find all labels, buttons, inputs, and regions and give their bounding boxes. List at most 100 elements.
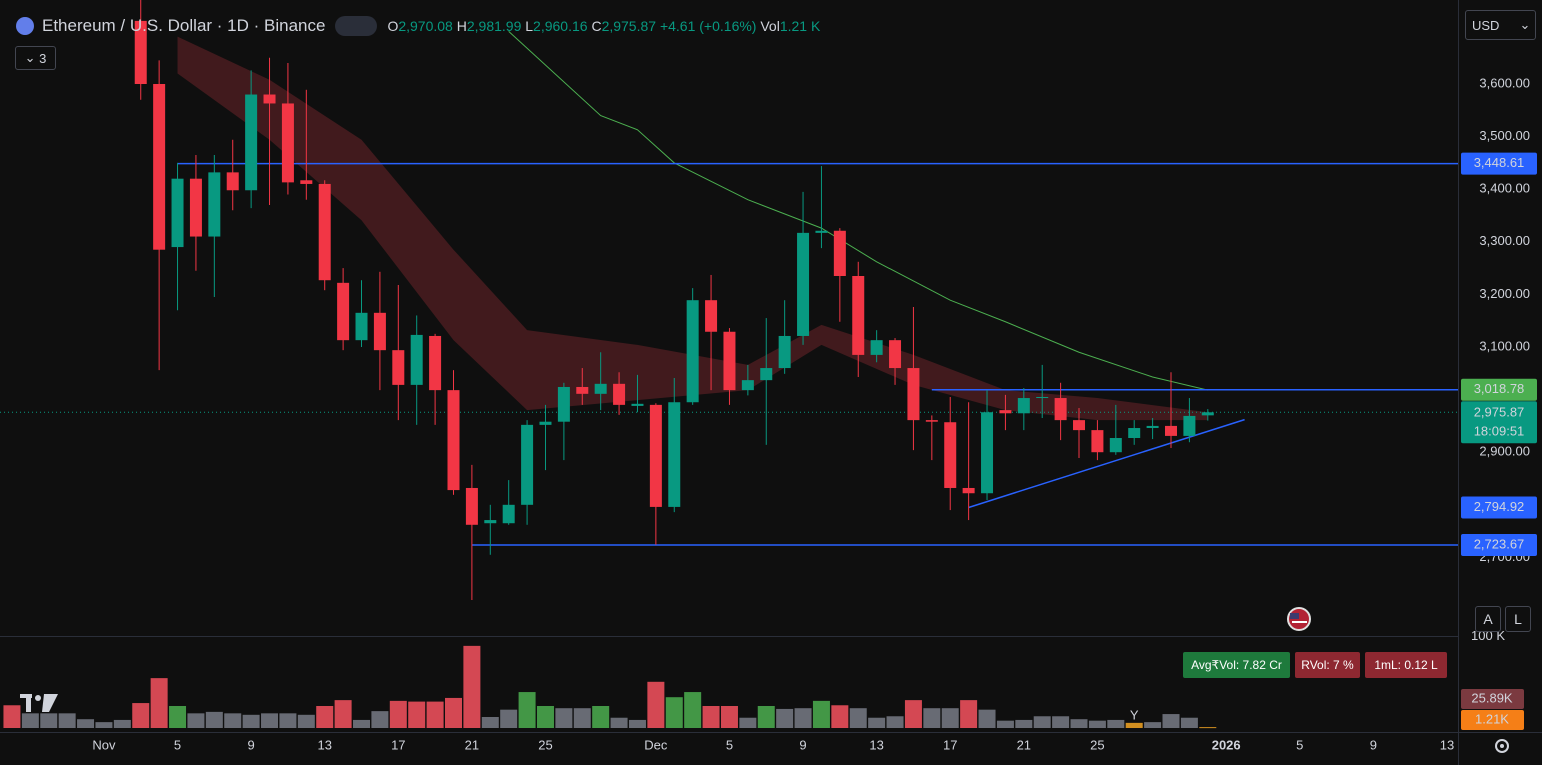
x-tick-label: 13 [1440,737,1454,752]
x-tick-label: 2026 [1212,737,1241,752]
trend-line-label-bg [1461,496,1537,519]
volume-bar [77,719,95,728]
volume-bar [573,708,591,728]
volume-bar [21,713,39,728]
candle-body [686,300,699,403]
volume-bar [592,706,610,728]
candle-body [1017,398,1030,414]
volume-bar [334,700,352,728]
candle-body [1128,428,1141,439]
volume-bar [702,706,720,728]
volume-bar [536,706,554,728]
volume-bar [1015,719,1033,728]
volume-bar [1107,719,1125,728]
vol-label: Vol [760,18,780,34]
candle-body [631,403,644,406]
symbol-title[interactable]: Ethereum / U.S. Dollar · 1D · Binance [42,16,326,35]
candle-body [318,183,331,281]
volume-bar [187,713,205,728]
volume-bar [941,708,959,728]
volume-bar [500,709,518,728]
cloud-band [177,36,1208,421]
x-tick-label: 21 [465,737,479,752]
candle-body [521,424,534,505]
candle-body [815,230,828,233]
change-value: +4.61 (+0.16%) [659,18,757,34]
candle-body [1091,430,1104,453]
x-tick-label: 17 [391,737,405,752]
price-line-label-bg [1461,378,1537,401]
candle-body [208,172,221,237]
volume-bar [1052,716,1070,728]
close-value: 2,975.87 [601,18,657,34]
symbol-header: Ethereum / U.S. Dollar · 1D · Binance O2… [16,13,820,39]
candle-body [355,312,368,341]
candle-body [429,335,442,391]
volume-bar [371,711,389,728]
auto-scale-button[interactable]: A [1475,606,1501,632]
indicator-chip: RVol: 7 % [1295,652,1360,678]
candle-body [649,404,662,507]
status-pill[interactable] [335,16,378,36]
candle-body [557,386,570,422]
volume-bar [812,700,830,728]
candle-body [741,380,754,391]
candle-body [999,410,1012,414]
event-marker: Y [1130,707,1139,722]
volume-bar [95,722,113,728]
volume-bar [132,703,150,728]
candle-body [1036,396,1049,399]
volume-bar [297,714,315,728]
candle-body [870,340,883,355]
x-tick-label: 9 [248,737,255,752]
candle-body [337,282,350,341]
indicator-chip: 1mL: 0.12 L [1365,652,1447,678]
y-tick-label: 3,300.00 [1479,233,1530,248]
candle-body [392,350,405,385]
volume-bar [978,709,996,728]
candle-body [465,487,478,525]
price-line-label-bg [1461,533,1537,556]
collapse-button[interactable]: ⌄ 3 [15,46,56,70]
candle-body [723,331,736,391]
candle-body [797,232,810,336]
candle-body [245,94,258,191]
candle-body [373,312,386,351]
settings-icon[interactable] [1495,739,1509,753]
price-line-label-bg [1461,152,1537,175]
volume-bar [261,713,279,728]
volume-bar [555,708,573,728]
volume-bar [316,706,334,728]
volume-bar [242,714,260,728]
flag-icon [1287,607,1311,631]
collapsed-count: 3 [39,50,47,66]
volume-bar [849,708,867,728]
x-tick-label: 5 [174,737,181,752]
candle-body [263,94,276,104]
volume-bar [923,708,941,728]
volume-bar [904,700,922,728]
moving-average [508,31,1208,391]
volume-bar [647,681,665,728]
volume-bar [1033,716,1051,728]
candle-body [981,412,994,494]
candle-body [484,520,497,524]
candle-body [833,230,846,276]
currency-label: USD [1472,17,1500,33]
volume-bar [426,701,444,728]
candle-body [705,300,718,332]
candle-body [410,334,423,385]
candle-body [778,335,791,369]
x-tick-label: 17 [943,737,957,752]
x-tick-label: 13 [869,737,883,752]
candle-body [189,178,202,237]
currency-select[interactable]: USD ⌄ [1465,10,1536,40]
candle-body [171,178,184,248]
volume-bar [868,717,886,728]
countdown-label: 18:09:51 [1474,424,1525,439]
log-scale-button[interactable]: L [1505,606,1531,632]
candle-body [447,390,460,491]
volume-bar [628,719,646,728]
